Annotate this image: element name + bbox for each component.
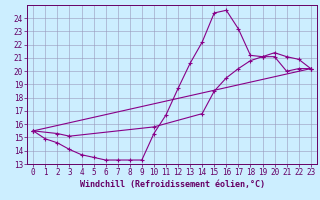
X-axis label: Windchill (Refroidissement éolien,°C): Windchill (Refroidissement éolien,°C) [79,180,265,189]
